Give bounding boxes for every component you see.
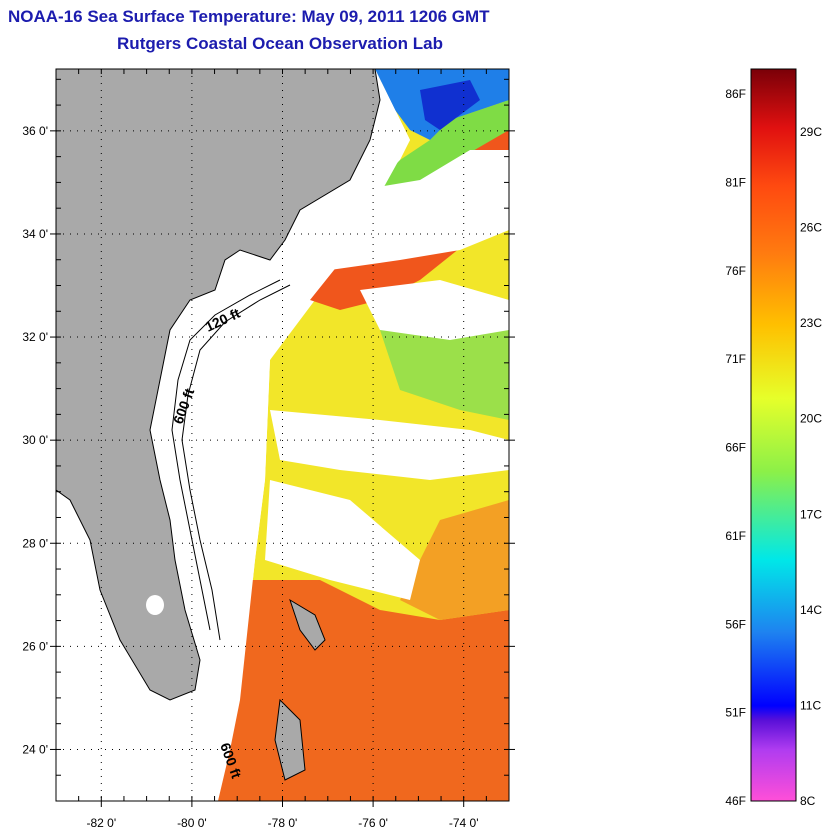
colorbar-f-label: 46F (725, 794, 746, 808)
colorbar-f-label: 76F (725, 264, 746, 278)
colorbar-f-label: 61F (725, 529, 746, 543)
lat-tick-label: 28 0' (22, 536, 48, 550)
lat-tick-label: 24 0' (22, 742, 48, 756)
warm-water-mid (400, 500, 509, 620)
colorbar-c-label: 14C (800, 603, 822, 617)
colorbar-fahrenheit-labels: 86F 81F 76F 71F 66F 61F 56F 51F 46F (725, 87, 746, 808)
map-gridlines (50, 69, 515, 807)
lake-okeechobee (146, 595, 164, 615)
colorbar-f-label: 71F (725, 352, 746, 366)
lon-tick-label: -82 0' (86, 816, 116, 830)
colorbar-f-label: 81F (725, 175, 746, 189)
colorbar-c-label: 8C (800, 794, 816, 808)
colorbar-c-label: 17C (800, 507, 822, 521)
contour-120ft (171, 279, 281, 631)
colorbar-celsius-labels: 29C 26C 23C 20C 17C 14C 11C 8C (800, 125, 822, 808)
cloud-mask-2 (360, 280, 509, 340)
land-mass (56, 69, 381, 701)
lat-tick-label: 32 0' (22, 330, 48, 344)
lon-tick-label: -74 0' (449, 816, 479, 830)
map-subtitle: Rutgers Coastal Ocean Observation Lab (117, 34, 443, 53)
colorbar-c-label: 26C (800, 221, 822, 235)
lon-tick-label: -78 0' (268, 816, 298, 830)
colorbar-f-label: 51F (725, 706, 746, 720)
lon-tick-label: -80 0' (177, 816, 207, 830)
colorbar-f-label: 56F (725, 617, 746, 631)
lat-tick-label: 30 0' (22, 433, 48, 447)
cloud-mask-3 (270, 410, 509, 480)
colorbar-c-label: 11C (800, 698, 821, 712)
lat-tick-label: 36 0' (22, 124, 48, 138)
colorbar-f-label: 86F (725, 87, 746, 101)
lat-tick-label: 34 0' (22, 227, 48, 241)
colorbar-c-label: 29C (800, 125, 822, 139)
cloud-mask-4 (265, 480, 420, 600)
lat-tick-label: 26 0' (22, 639, 48, 653)
latitude-tick-labels: 24 0' 26 0' 28 0' 30 0' 32 0' 34 0' 36 0' (22, 124, 48, 757)
colorbar-f-label: 66F (725, 441, 746, 455)
green-patch-east (380, 320, 509, 420)
map-title: NOAA-16 Sea Surface Temperature: May 09,… (8, 7, 490, 26)
colorbar-c-label: 23C (800, 316, 822, 330)
colorbar-c-label: 20C (800, 412, 822, 426)
cloud-mask-1 (300, 150, 509, 270)
colorbar (750, 68, 797, 802)
contour-600ft (181, 284, 291, 641)
cold-water-core (420, 80, 480, 130)
longitude-tick-labels: -82 0' -80 0' -78 0' -76 0' -74 0' (86, 816, 478, 830)
lon-tick-label: -76 0' (358, 816, 388, 830)
bahamas-islands (274, 598, 326, 781)
